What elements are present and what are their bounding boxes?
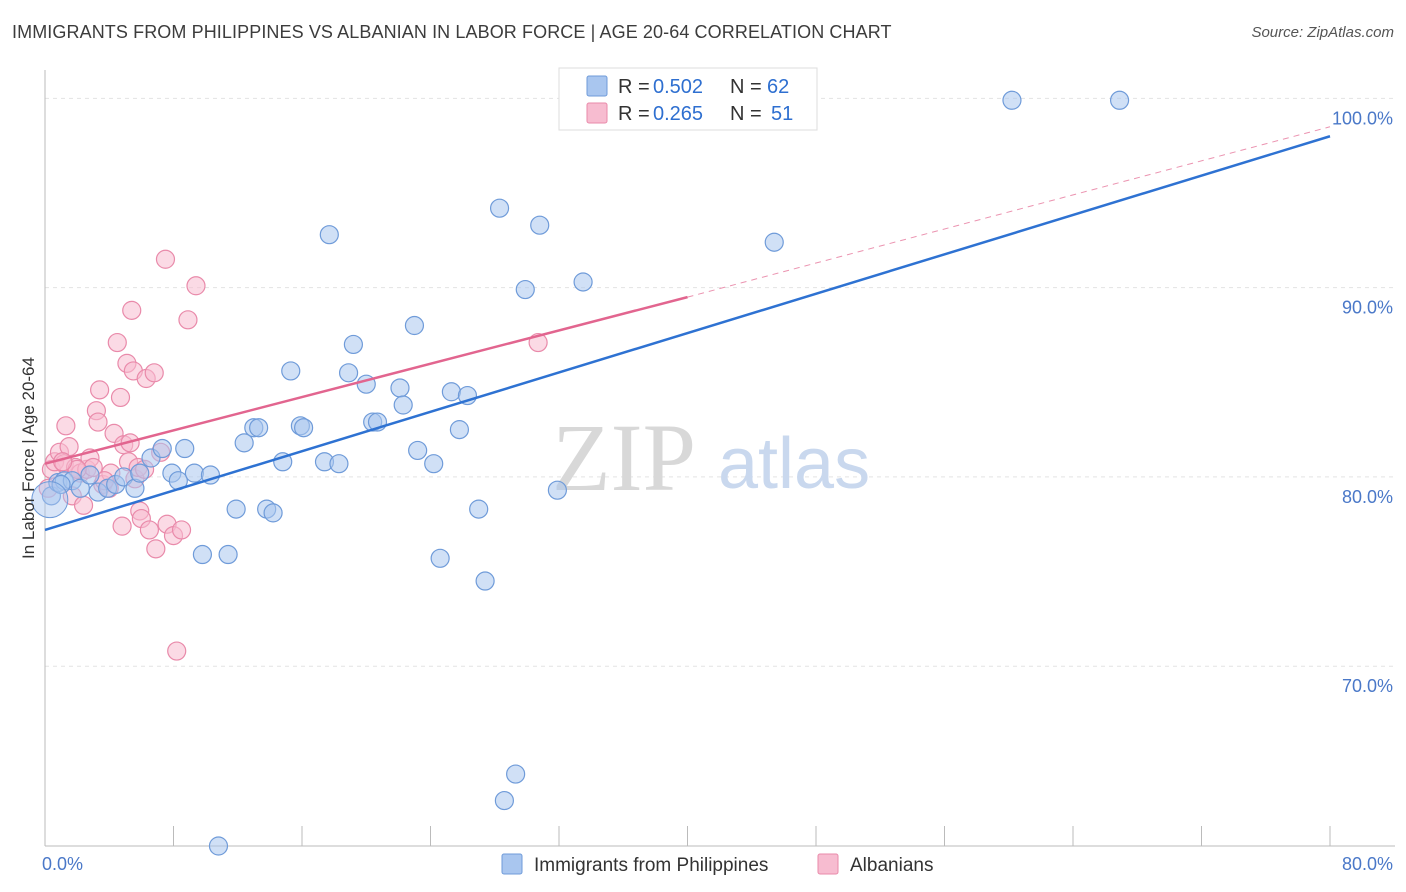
legend-r-value-philippines: 0.502 (653, 76, 703, 98)
legend-n-value-philippines: 62 (767, 76, 789, 98)
philippines-point (441, 382, 461, 402)
bottom-legend-swatch-philippines (501, 853, 523, 875)
philippines-point (393, 395, 413, 415)
albanians-point (171, 520, 192, 540)
albanians-point (139, 520, 160, 540)
albanians-point (144, 363, 164, 383)
philippines-point (208, 836, 229, 856)
philippines-point (506, 764, 526, 784)
philippines-trend-line (44, 135, 1331, 532)
philippines-point (319, 225, 339, 245)
philippines-point (249, 418, 269, 438)
trend-lines (44, 126, 1331, 532)
chart-title: IMMIGRANTS FROM PHILIPPINES VS ALBANIAN … (12, 22, 892, 42)
tick-labels: 70.0% 80.0% 90.0% 100.0% 0.0% 80.0% (42, 108, 1393, 874)
albanians-point (178, 310, 198, 330)
philippines-point (226, 499, 246, 519)
x-tick-label: 0.0% (42, 854, 83, 874)
x-tick-label: 80.0% (1342, 854, 1393, 874)
philippines-points (31, 90, 1130, 856)
philippines-point (218, 544, 238, 565)
philippines-point (175, 438, 195, 459)
philippines-cluster-point (31, 481, 69, 519)
philippines-point (515, 279, 535, 300)
philippines-point (51, 474, 71, 495)
philippines-point (547, 480, 567, 500)
philippines-point (130, 463, 150, 483)
watermark: ZIP atlas (552, 404, 870, 511)
philippines-point (192, 544, 213, 565)
philippines-point (234, 433, 254, 453)
albanians-point (56, 416, 76, 436)
albanians-trend-extension (687, 126, 1331, 298)
legend-swatch-philippines (586, 75, 608, 97)
legend-n-value-albanians: 51 (771, 103, 793, 125)
philippines-point (1109, 90, 1130, 110)
philippines-point (184, 463, 204, 483)
grid-lines (45, 97, 1395, 667)
legend-r-label-albanians: R = (618, 103, 650, 125)
philippines-point (475, 571, 495, 591)
albanians-point (73, 495, 94, 515)
albanians-point (90, 380, 110, 400)
philippines-point (530, 215, 550, 235)
philippines-point (152, 438, 172, 459)
philippines-point (338, 363, 359, 383)
philippines-point (573, 272, 593, 292)
bottom-legend-label-philippines: Immigrants from Philippines (534, 855, 768, 876)
albanians-point (186, 276, 206, 296)
watermark-zip: ZIP (552, 404, 696, 511)
albanians-point (107, 332, 127, 353)
legend-n-label-albanians: N = (730, 103, 762, 125)
bottom-legend-swatch-albanians (817, 853, 839, 875)
albanians-point (110, 387, 131, 408)
philippines-point (424, 454, 444, 474)
albanians-point (122, 300, 142, 320)
albanians-point (88, 412, 108, 432)
series-legend: Immigrants from Philippines Albanians (501, 853, 933, 876)
legend-r-label-philippines: R = (618, 76, 650, 98)
philippines-point (408, 440, 428, 461)
philippines-point (294, 418, 314, 438)
y-tick-label: 80.0% (1342, 487, 1393, 507)
albanians-point (167, 641, 187, 661)
y-tick-label: 100.0% (1332, 108, 1393, 128)
legend-r-value-albanians: 0.265 (653, 103, 703, 125)
albanians-point (146, 539, 166, 559)
philippines-point (281, 361, 301, 381)
albanians-trend-line (44, 295, 688, 465)
philippines-point (494, 790, 514, 811)
legend-n-label-philippines: N = (730, 76, 762, 98)
correlation-legend: R = 0.502 N = 62 R = 0.265 N = 51 (558, 67, 818, 131)
philippines-point (329, 454, 349, 474)
albanians-point (112, 516, 132, 536)
y-axis-label: In Labor Force | Age 20-64 (19, 357, 38, 559)
axes (44, 70, 1395, 847)
watermark-atlas: atlas (718, 424, 870, 504)
legend-swatch-albanians (586, 102, 608, 124)
y-tick-label: 90.0% (1342, 298, 1393, 318)
bottom-legend-label-albanians: Albanians (850, 855, 933, 876)
philippines-point (430, 548, 450, 568)
philippines-point (80, 465, 100, 485)
philippines-point (1002, 90, 1022, 110)
philippines-point (449, 420, 470, 440)
philippines-point (489, 198, 510, 218)
source-credit: Source: ZipAtlas.com (1251, 24, 1394, 41)
albanians-point (155, 249, 176, 269)
philippines-point (263, 503, 283, 523)
philippines-point (469, 499, 489, 519)
philippines-point (390, 378, 410, 398)
philippines-point (764, 232, 784, 252)
philippines-point (404, 315, 425, 336)
y-tick-label: 70.0% (1342, 676, 1393, 696)
philippines-point (343, 334, 363, 355)
